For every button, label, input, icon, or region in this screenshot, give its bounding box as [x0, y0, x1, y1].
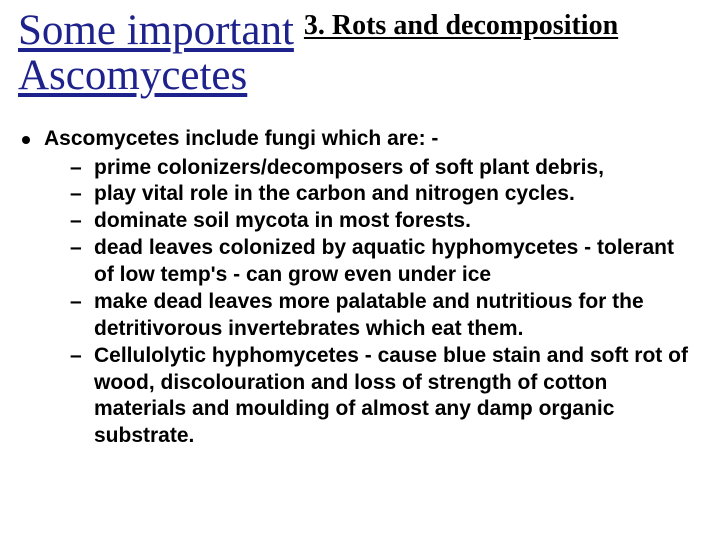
list-item-text: dead leaves colonized by aquatic hyphomy…	[94, 235, 698, 289]
slide-subtitle: 3. Rots and decomposition	[302, 8, 618, 42]
bullet-icon	[22, 136, 30, 144]
list-item: – Cellulolytic hyphomycetes - cause blue…	[70, 343, 698, 451]
slide-content: Ascomycetes include fungi which are: - –…	[0, 98, 720, 450]
dash-icon: –	[70, 343, 88, 370]
sub-bullet-list: – prime colonizers/decomposers of soft p…	[22, 153, 698, 451]
intro-bullet: Ascomycetes include fungi which are: -	[22, 126, 698, 152]
slide-title: Some important Ascomycetes	[0, 8, 302, 98]
list-item-text: prime colonizers/decomposers of soft pla…	[94, 155, 698, 182]
list-item: – dead leaves colonized by aquatic hypho…	[70, 235, 698, 289]
dash-icon: –	[70, 235, 88, 262]
list-item-text: Cellulolytic hyphomycetes - cause blue s…	[94, 343, 698, 451]
slide-header: Some important Ascomycetes 3. Rots and d…	[0, 0, 720, 98]
dash-icon: –	[70, 181, 88, 208]
list-item: – make dead leaves more palatable and nu…	[70, 289, 698, 343]
list-item: – dominate soil mycota in most forests.	[70, 208, 698, 235]
dash-icon: –	[70, 289, 88, 316]
list-item-text: make dead leaves more palatable and nutr…	[94, 289, 698, 343]
dash-icon: –	[70, 155, 88, 182]
list-item-text: dominate soil mycota in most forests.	[94, 208, 698, 235]
list-item-text: play vital role in the carbon and nitrog…	[94, 181, 698, 208]
intro-text: Ascomycetes include fungi which are: -	[44, 126, 438, 152]
dash-icon: –	[70, 208, 88, 235]
list-item: – play vital role in the carbon and nitr…	[70, 181, 698, 208]
list-item: – prime colonizers/decomposers of soft p…	[70, 155, 698, 182]
